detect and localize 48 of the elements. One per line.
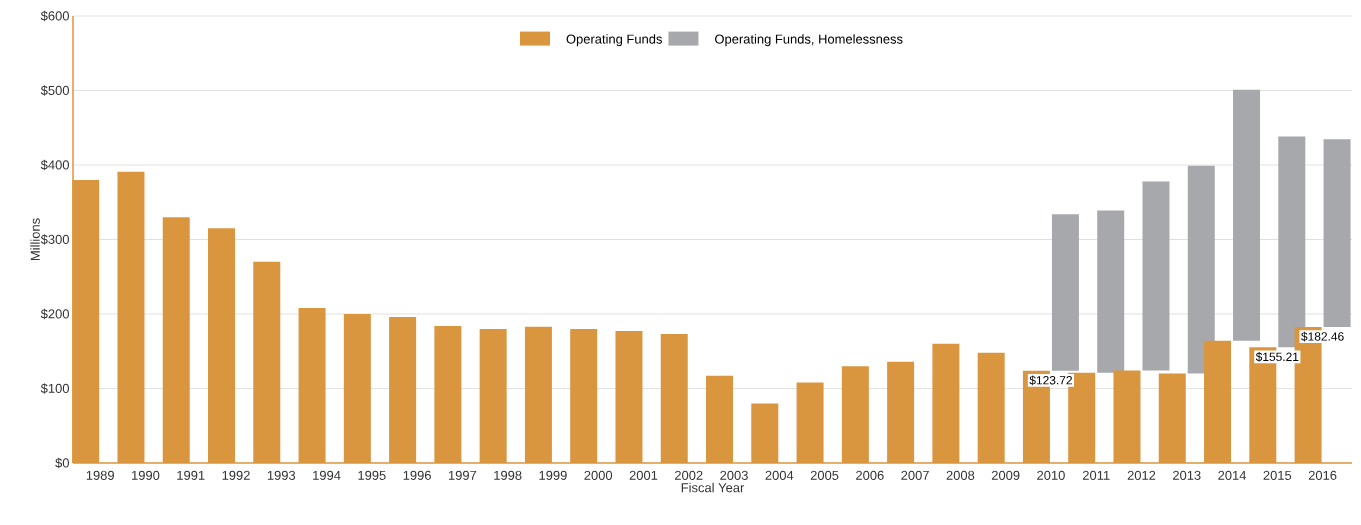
- bar: [1051, 214, 1079, 371]
- x-tick-label: 2014: [1218, 470, 1247, 480]
- x-tick-label: 2007: [901, 470, 929, 480]
- x-tick-label: 1990: [132, 470, 160, 480]
- x-tick-label: 2000: [584, 470, 613, 480]
- y-tick-label: $0: [55, 457, 69, 469]
- x-tick-label: 2016: [1308, 470, 1337, 480]
- x-tick-label: 2009: [991, 470, 1020, 480]
- x-tick-label: 2001: [629, 470, 658, 480]
- x-tick-label: 2002: [674, 470, 703, 480]
- y-tick-label: $500: [40, 85, 69, 96]
- y-tick-label: $200: [40, 308, 69, 320]
- bar: [1142, 181, 1170, 371]
- x-tick-label: 2012: [1127, 470, 1156, 480]
- x-axis-title: Fiscal Year: [681, 482, 745, 493]
- data-label: $155.21: [1255, 352, 1299, 362]
- x-tick-label: 1992: [222, 470, 250, 480]
- y-axis-title: Millions: [30, 218, 40, 261]
- x-tick-label: 1994: [313, 470, 341, 480]
- x-tick-label: 1989: [86, 470, 114, 480]
- x-tick-label: 1995: [358, 470, 386, 480]
- bar: [1323, 139, 1351, 328]
- x-tick-label: 1993: [267, 470, 296, 480]
- x-tick-label: 2015: [1263, 470, 1292, 480]
- x-tick-label: 2006: [856, 470, 884, 480]
- x-tick-label: 2003: [720, 470, 748, 480]
- x-tick-label: 2008: [946, 470, 975, 480]
- x-tick-label: 1991: [177, 470, 205, 480]
- y-tick-label: $100: [40, 383, 69, 394]
- x-tick-label: 2013: [1173, 470, 1201, 480]
- data-label: $123.72: [1029, 375, 1072, 386]
- legend-label: Operating Funds, Homelessness: [715, 34, 903, 47]
- x-tick-label: 1997: [448, 470, 477, 480]
- x-tick-label: 1998: [494, 470, 522, 480]
- x-tick-label: 2010: [1037, 470, 1065, 480]
- x-tick-label: 1996: [403, 470, 431, 480]
- x-tick-label: 1999: [539, 470, 567, 480]
- y-tick-label: $300: [40, 234, 69, 245]
- bar: [1097, 210, 1125, 373]
- legend-label: Operating Funds: [566, 34, 662, 47]
- x-tick-label: 2011: [1082, 470, 1110, 480]
- y-tick-label: $600: [40, 10, 69, 22]
- bar: [1233, 89, 1261, 341]
- y-tick-label: $400: [40, 159, 69, 171]
- data-label: $182.46: [1301, 331, 1344, 342]
- x-tick-label: 2005: [810, 470, 839, 480]
- x-tick-label: 2004: [765, 470, 794, 480]
- bar: [1187, 165, 1215, 374]
